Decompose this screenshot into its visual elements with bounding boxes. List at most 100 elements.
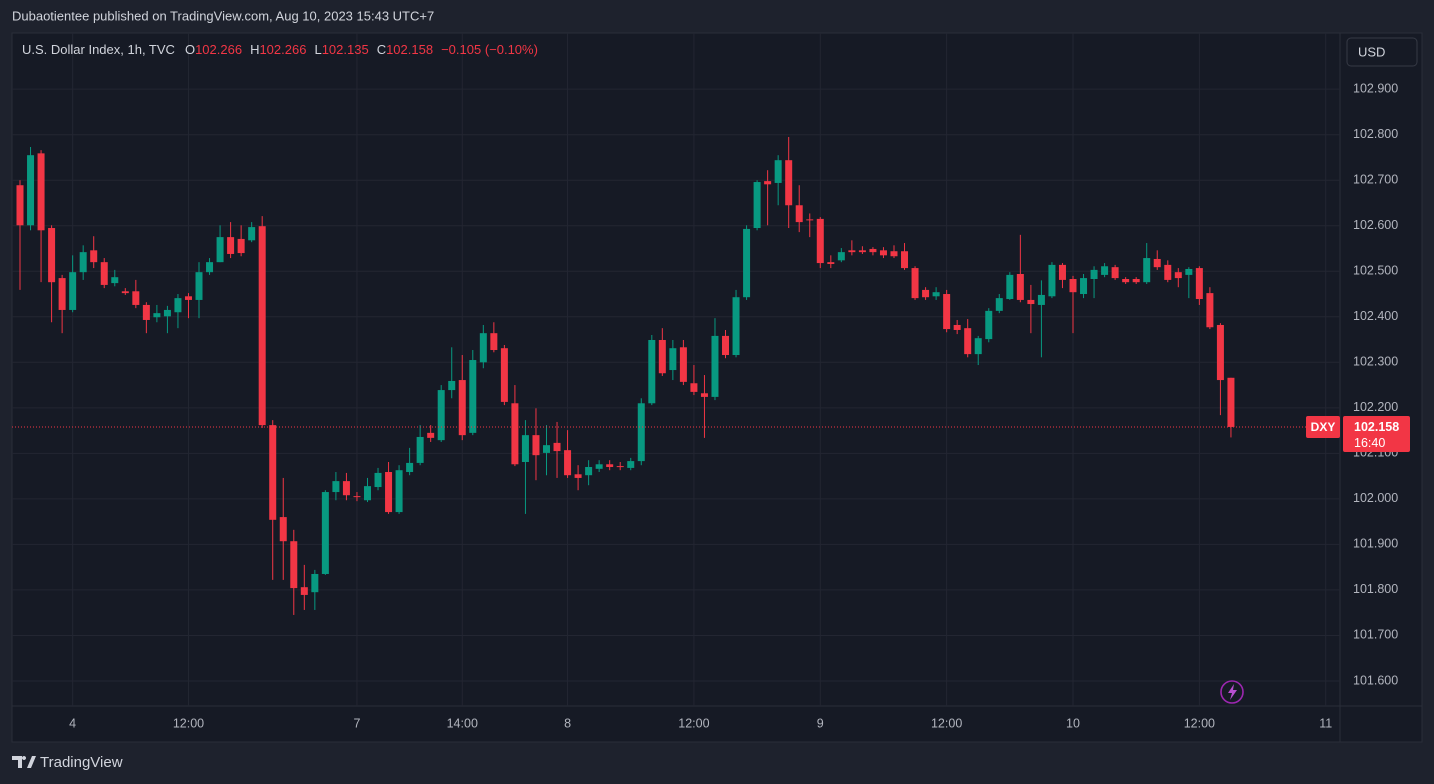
candle-body [648, 340, 656, 404]
candle-body [437, 390, 445, 441]
change: −0.105 (−0.10%) [441, 42, 538, 57]
candle-body [932, 292, 940, 297]
brand-logo [12, 756, 36, 768]
legend: U.S. Dollar Index, 1h, TVC O102.266 H102.2… [22, 42, 538, 57]
candle-body [195, 272, 203, 300]
candle-body [300, 587, 308, 595]
x-tick-label: 9 [817, 716, 824, 730]
x-tick-label: 11 [1319, 716, 1332, 730]
candle-body [1111, 267, 1119, 279]
candle-body [269, 425, 277, 520]
x-tick-label: 12:00 [1184, 716, 1215, 730]
candle-body [869, 248, 877, 253]
candle-body [795, 205, 803, 223]
candle-body [479, 333, 487, 363]
candle-body [543, 445, 550, 453]
y-tick-label: 102.200 [1353, 400, 1398, 414]
candle-body [879, 250, 887, 256]
candle-body [363, 486, 371, 501]
candle-body [1164, 264, 1172, 280]
x-tick-label: 12:00 [931, 716, 962, 730]
candle-body [890, 251, 898, 257]
candle-body [58, 278, 66, 310]
x-tick-label: 12:00 [173, 716, 204, 730]
symbol-tag [1306, 415, 1340, 438]
candle-body [806, 219, 814, 221]
y-tick-label: 102.000 [1353, 491, 1398, 505]
candle-body [722, 335, 730, 356]
candle-body [1143, 258, 1151, 283]
candle-body [458, 380, 466, 436]
candle-body [1006, 274, 1014, 300]
candle-body [132, 291, 140, 305]
candle-body [627, 461, 635, 468]
brand: TradingView [40, 754, 123, 771]
candle-body [974, 338, 982, 355]
y-tick-label: 102.500 [1353, 264, 1398, 278]
ohlc-value: 102.158 [386, 42, 433, 57]
candle-body [385, 472, 393, 513]
candle-body [27, 155, 35, 226]
ohlc-label: O [185, 42, 195, 57]
alert-icon[interactable] [1220, 680, 1244, 704]
y-tick-label: 102.300 [1353, 355, 1398, 369]
candle-body [1227, 377, 1235, 427]
candle-body [227, 237, 235, 254]
candle-body [690, 383, 698, 392]
candle-body [858, 250, 866, 253]
ohlc-label: L [314, 42, 321, 57]
candle-body [416, 436, 424, 463]
candle-body [37, 153, 45, 231]
candle-body [406, 462, 414, 473]
candle-body [574, 474, 582, 478]
candle-body [427, 432, 435, 438]
y-tick-label: 102.900 [1353, 81, 1398, 95]
candle-body [595, 464, 603, 469]
candle-body [827, 262, 835, 264]
candle-body [964, 328, 972, 355]
x-tick-label: 10 [1066, 716, 1080, 730]
currency[interactable]: USD [1358, 44, 1385, 59]
candle-body [658, 340, 666, 374]
candle-body [174, 298, 182, 313]
ohlc-label: H [250, 42, 259, 57]
candle-body [911, 268, 919, 299]
candle-body [342, 481, 350, 496]
candle-body [395, 470, 403, 513]
candle-body [532, 435, 540, 456]
y-tick-label: 101.700 [1353, 628, 1398, 642]
candle-body [837, 252, 845, 261]
candle-body [279, 517, 287, 542]
price-tag [1343, 415, 1410, 452]
candle-body [321, 492, 329, 574]
y-tick-label: 101.800 [1353, 582, 1398, 596]
candle-body [206, 262, 214, 273]
candle-body [764, 181, 772, 185]
candle-body [16, 185, 24, 226]
candle-body [637, 403, 645, 462]
candle-body [1101, 266, 1109, 275]
candle-body [953, 324, 961, 330]
candle-body [943, 294, 951, 330]
candle-body [511, 403, 519, 465]
candle-body [1027, 299, 1035, 305]
x-tick-label: 7 [353, 716, 360, 730]
candle-body [1080, 278, 1088, 295]
symbol-title: U.S. Dollar Index, 1h, TVC [22, 42, 175, 57]
candle-body [743, 228, 751, 298]
candle-body [679, 347, 687, 382]
candle-body [48, 228, 56, 283]
grid [12, 33, 1340, 706]
x-tick-label: 8 [564, 716, 571, 730]
publisher-line: Dubaotientee published on TradingView.co… [12, 8, 434, 23]
candle-body [616, 466, 624, 468]
candle-body [1122, 279, 1130, 283]
countdown: 16:40 [1354, 436, 1385, 450]
x-tick-label: 14:00 [447, 716, 478, 730]
candle-body [1195, 268, 1203, 300]
currency-button[interactable] [1346, 37, 1418, 67]
candle-body [248, 227, 256, 241]
y-tick-label: 101.900 [1353, 537, 1398, 551]
